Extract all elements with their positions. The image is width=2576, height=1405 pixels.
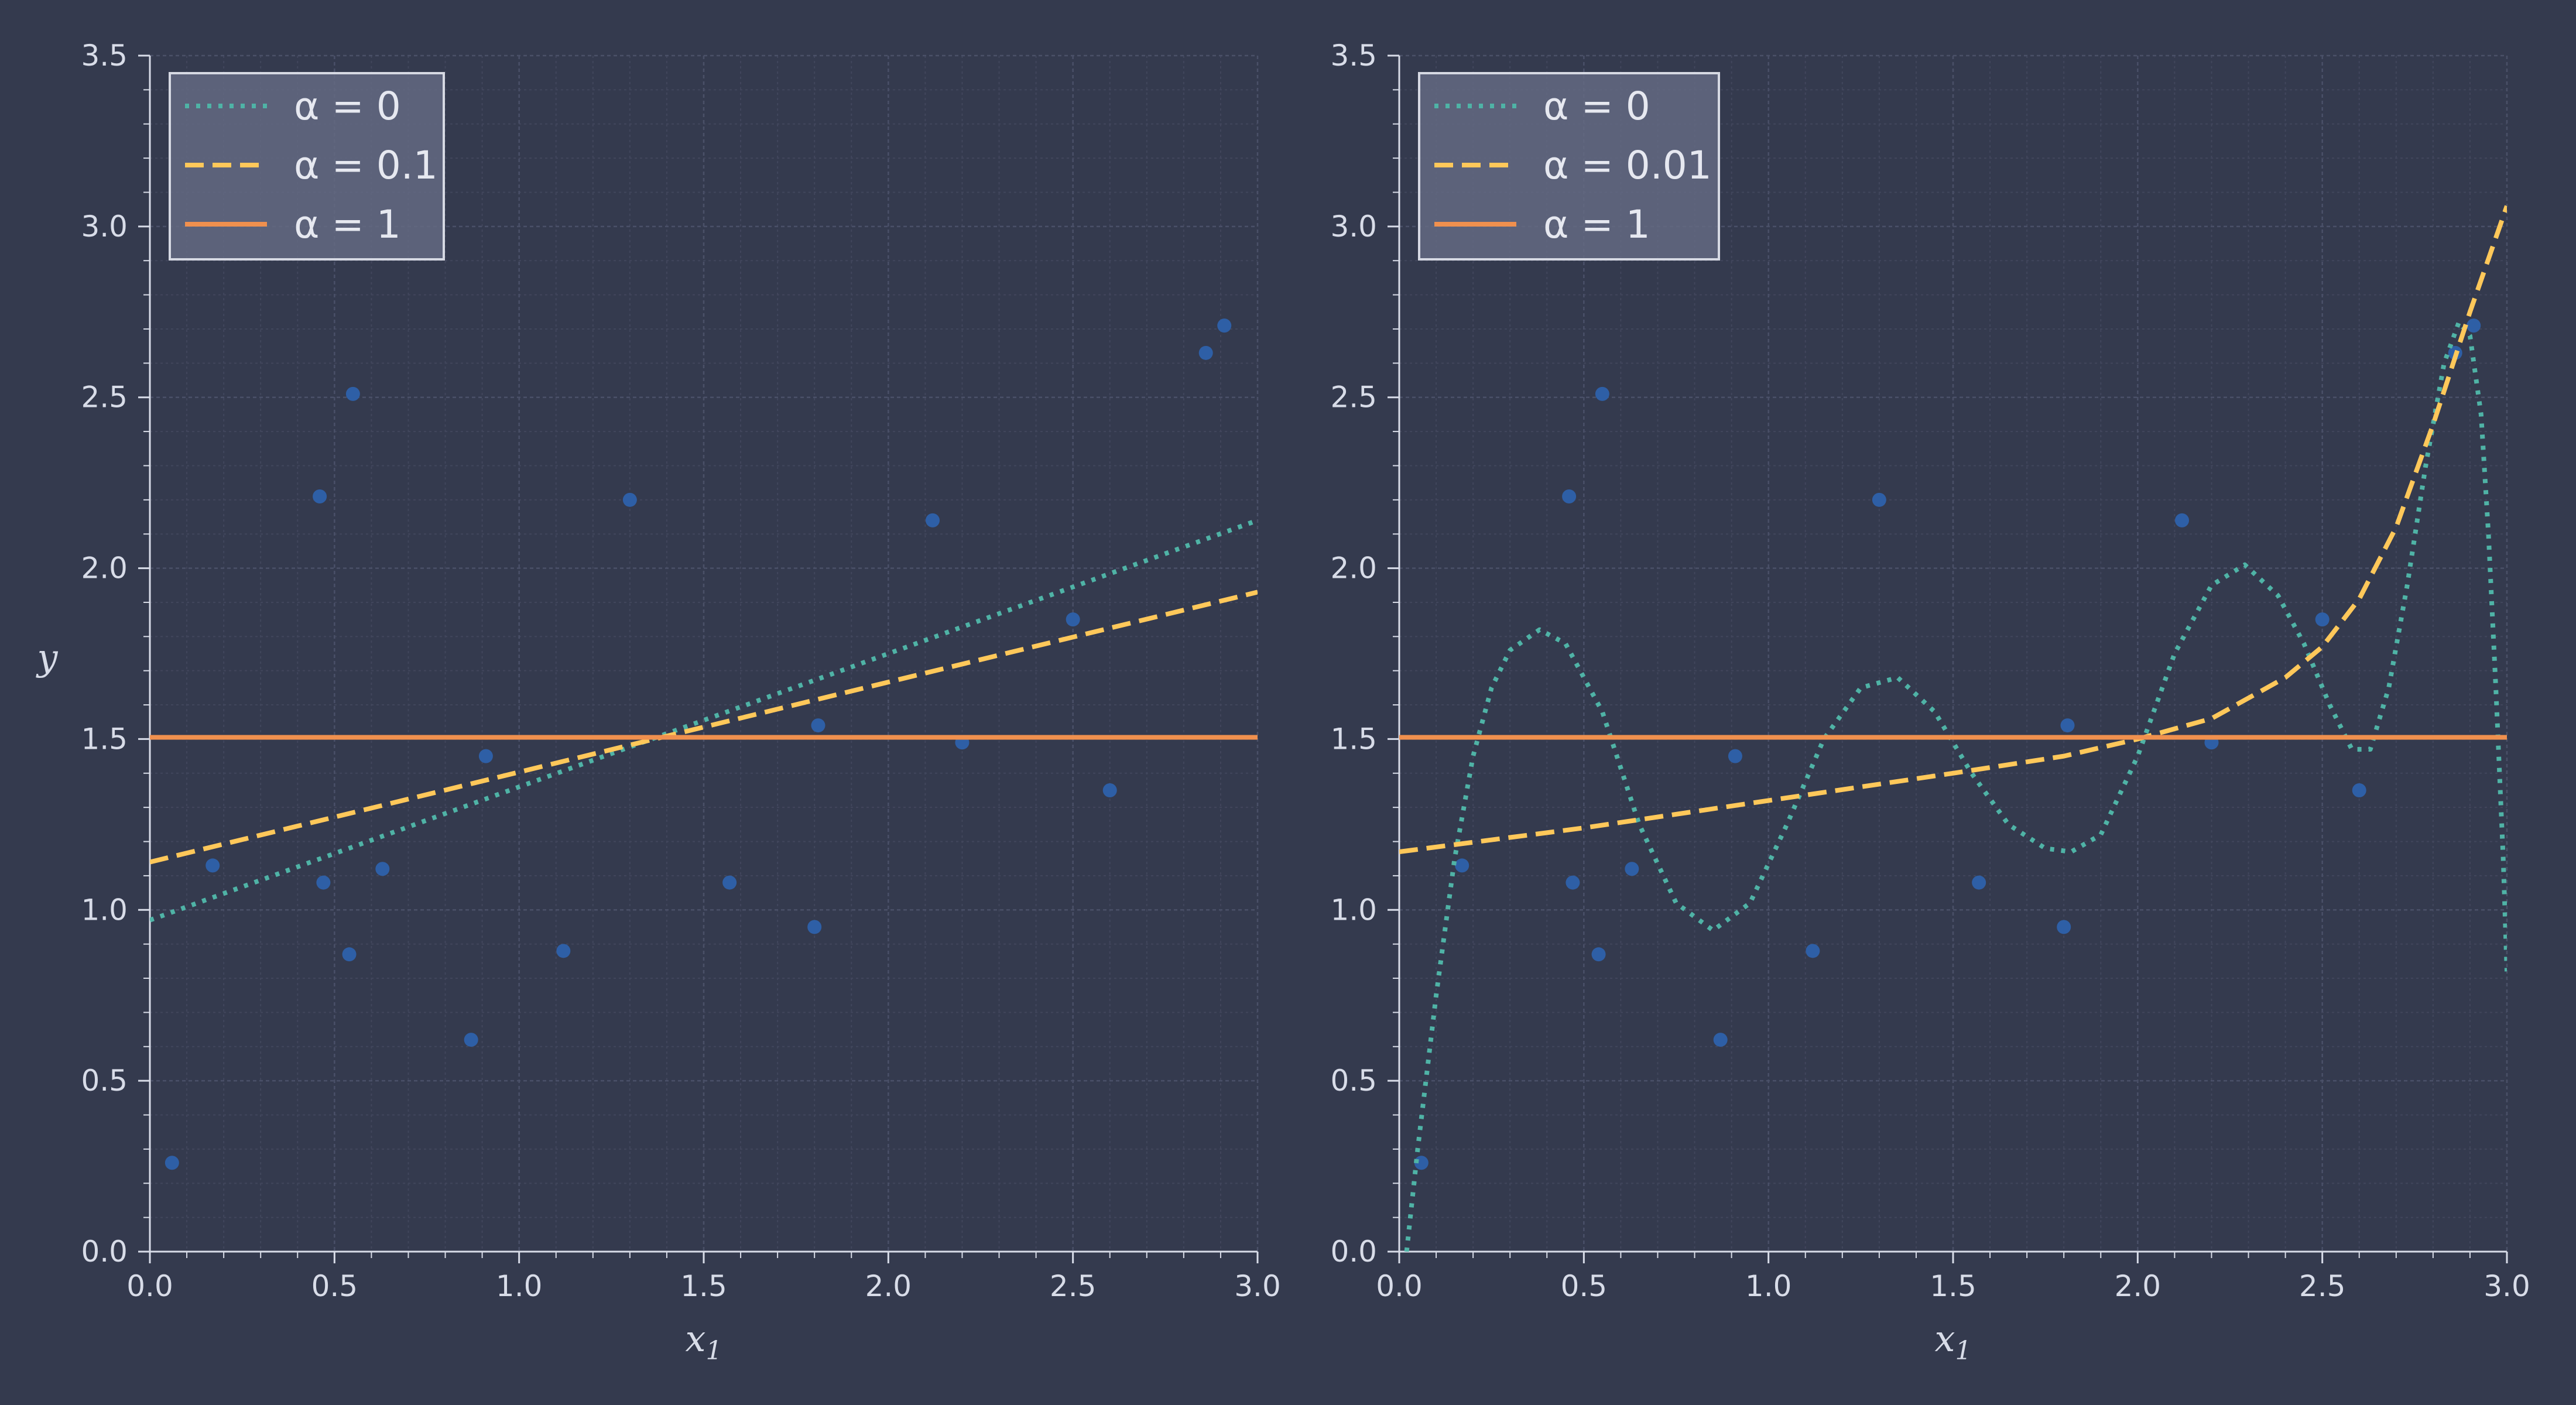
data-point xyxy=(2057,920,2071,934)
x-tick-label: 2.0 xyxy=(2115,1269,2161,1303)
legend: α = 0 α = 0.01 α = 1 xyxy=(1418,72,1720,261)
plot-area xyxy=(150,318,1258,1170)
data-point xyxy=(807,920,822,934)
data-point xyxy=(313,489,327,503)
x-tick-label: 1.0 xyxy=(1745,1269,1792,1303)
x-axis-label: x1 xyxy=(1935,1317,1972,1366)
data-point xyxy=(1198,345,1213,360)
y-tick-label: 2.0 xyxy=(1330,551,1377,585)
y-tick-label: 1.0 xyxy=(1330,893,1377,927)
data-point xyxy=(375,862,390,876)
y-tick-label: 0.5 xyxy=(1330,1064,1377,1098)
data-point xyxy=(556,944,571,958)
data-point xyxy=(205,858,220,873)
data-point xyxy=(2060,718,2075,733)
data-point xyxy=(1102,783,1117,797)
data-point xyxy=(2175,513,2190,527)
data-point xyxy=(811,718,825,733)
x-tick-label: 0.0 xyxy=(1376,1269,1423,1303)
data-point xyxy=(316,875,331,890)
data-point xyxy=(1728,749,1742,763)
legend-label: α = 0 xyxy=(294,84,401,129)
legend-label: α = 1 xyxy=(294,202,401,247)
x-tick-label: 1.5 xyxy=(680,1269,727,1303)
series-line xyxy=(150,590,1258,865)
x-tick-label: 1.0 xyxy=(496,1269,543,1303)
x-axis-label-main: x xyxy=(686,1317,706,1360)
y-tick-label: 2.0 xyxy=(81,551,128,585)
data-point xyxy=(1972,875,1986,890)
x-axis-label-subscript: 1 xyxy=(705,1336,722,1366)
legend: α = 0 α = 0.1 α = 1 xyxy=(169,72,445,261)
x-tick-label: 0.5 xyxy=(1561,1269,1608,1303)
x-tick-label: 1.5 xyxy=(1930,1269,1976,1303)
data-point xyxy=(2352,783,2366,797)
y-tick-label: 0.0 xyxy=(81,1235,128,1269)
data-point xyxy=(1591,947,1606,962)
data-point xyxy=(1566,875,1580,890)
x-tick-label: 2.5 xyxy=(2299,1269,2346,1303)
x-axis-label-main: x xyxy=(1935,1317,1955,1360)
data-point xyxy=(1562,489,1577,503)
data-point xyxy=(342,947,357,962)
data-point xyxy=(1872,492,1886,507)
x-tick-label: 2.0 xyxy=(865,1269,912,1303)
data-point xyxy=(1595,386,1609,401)
data-point xyxy=(2467,318,2481,333)
y-tick-label: 1.5 xyxy=(81,722,128,756)
y-axis-label: y xyxy=(35,636,58,679)
y-tick-label: 2.5 xyxy=(1330,381,1377,414)
y-tick-label: 1.5 xyxy=(1330,722,1377,756)
legend-label: α = 1 xyxy=(1543,202,1650,247)
y-tick-label: 0.0 xyxy=(1330,1235,1377,1269)
y-tick-label: 1.0 xyxy=(81,893,128,927)
data-point xyxy=(464,1033,478,1047)
data-point xyxy=(722,875,737,890)
series-line xyxy=(1399,205,2507,855)
data-point xyxy=(1066,612,1080,627)
right-panel: 0.0 0.5 1.0 1.5 2.0 2.5 3.0 0.0 0.5 1.0 1.5 2.0 2.5 3… xyxy=(1330,39,2530,1366)
plot-area xyxy=(1399,205,2507,1252)
data-point xyxy=(1455,858,1469,873)
data-point xyxy=(345,386,360,401)
data-point xyxy=(2315,612,2330,627)
legend-label: α = 0.1 xyxy=(294,143,438,188)
data-point xyxy=(478,749,493,763)
y-tick-label: 3.5 xyxy=(1330,39,1377,73)
series-line xyxy=(150,518,1258,923)
data-point xyxy=(622,492,637,507)
x-axis-label: x1 xyxy=(686,1317,722,1366)
data-point xyxy=(1806,944,1820,958)
x-tick-label: 0.0 xyxy=(126,1269,173,1303)
data-point xyxy=(1625,862,1639,876)
legend-label: α = 0 xyxy=(1543,84,1650,129)
left-panel: 0.0 0.5 1.0 1.5 2.0 2.5 3.0 0.0 0.5 1.0 1.5 2.0 2.5 3… xyxy=(35,39,1280,1366)
data-point xyxy=(1217,318,1232,333)
data-point xyxy=(165,1156,179,1170)
x-tick-label: 0.5 xyxy=(311,1269,358,1303)
data-point xyxy=(926,513,940,527)
x-tick-label: 3.0 xyxy=(2483,1269,2530,1303)
data-point xyxy=(1713,1033,1728,1047)
y-tick-label: 3.5 xyxy=(81,39,128,73)
legend-box xyxy=(169,72,445,261)
x-tick-label: 3.0 xyxy=(1234,1269,1281,1303)
y-tick-label: 0.5 xyxy=(81,1064,128,1098)
x-tick-label: 2.5 xyxy=(1050,1269,1097,1303)
y-tick-label: 2.5 xyxy=(81,381,128,414)
y-tick-label: 3.0 xyxy=(1330,210,1377,244)
x-axis-label-subscript: 1 xyxy=(1955,1336,1971,1366)
y-tick-label: 3.0 xyxy=(81,210,128,244)
legend-label: α = 0.01 xyxy=(1543,143,1712,188)
